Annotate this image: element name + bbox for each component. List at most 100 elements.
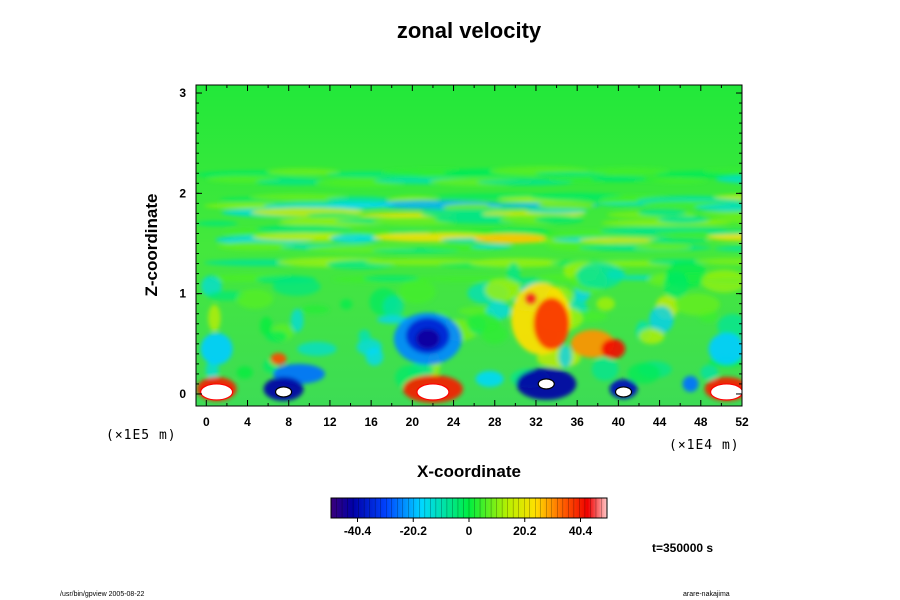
y-tick-label: 3 — [179, 86, 186, 100]
field-cell — [715, 175, 742, 184]
chart-title: zonal velocity — [397, 18, 542, 43]
field-cell — [706, 230, 742, 236]
extreme-patch — [416, 383, 450, 401]
colorbar-tick-label: -20.2 — [400, 524, 428, 538]
field-cell — [703, 169, 742, 174]
footer-right: arare-nakajima — [683, 591, 730, 598]
field-cell — [236, 289, 274, 309]
x-tick-label: 24 — [447, 415, 461, 429]
field-cell — [365, 347, 384, 366]
field-cell — [236, 366, 253, 379]
feature-shape — [474, 233, 547, 244]
feature-shape — [524, 292, 537, 305]
field-cell — [717, 313, 742, 339]
field-cell — [695, 257, 742, 266]
y-unit-label: (×1E4 m) — [669, 438, 740, 453]
field-cell — [217, 241, 295, 251]
field-cell — [590, 176, 647, 182]
field-cell — [576, 262, 624, 289]
field-cell — [674, 293, 720, 316]
feature-shape — [200, 332, 233, 365]
field-cell — [470, 244, 512, 249]
y-tick-label: 0 — [179, 387, 186, 401]
field-cell — [376, 315, 410, 324]
field-cell — [638, 208, 687, 217]
feature-shape — [601, 338, 626, 359]
field-cell — [399, 279, 436, 304]
field-cell — [694, 203, 742, 212]
field-cell — [647, 238, 710, 244]
field-cell — [591, 357, 619, 381]
field-cell — [525, 208, 589, 214]
field-cell — [484, 278, 522, 302]
x-tick-label: 36 — [570, 415, 584, 429]
x-tick-label: 16 — [364, 415, 378, 429]
field-cell — [265, 330, 288, 342]
footer-left: /usr/bin/gpview 2005-08-22 — [60, 591, 145, 598]
field-cell — [301, 305, 330, 314]
extreme-patch — [537, 378, 555, 390]
colorbar: -40.4 -20.2 0 20.2 40.4 — [330, 497, 608, 538]
field-cell — [587, 167, 669, 175]
field-cell — [358, 329, 371, 343]
field-cell — [205, 360, 219, 380]
field-cell — [306, 213, 361, 218]
extreme-patch — [274, 386, 293, 398]
field-cell — [297, 341, 337, 356]
colorbar-divisions — [336, 498, 602, 518]
field-cell — [340, 299, 353, 310]
field-cell — [290, 308, 304, 333]
feature-shape — [326, 202, 395, 209]
field-cell — [638, 328, 665, 344]
field-cell — [371, 248, 459, 253]
colorbar-tick-label: -40.4 — [344, 524, 372, 538]
field-cell — [208, 304, 221, 332]
field-cell — [250, 193, 350, 201]
x-unit-label: (×1E5 m) — [106, 428, 177, 443]
colorbar-ticks: -40.4 -20.2 0 20.2 40.4 — [344, 518, 593, 538]
field-cell — [657, 216, 709, 224]
x-tick-label: 52 — [735, 415, 749, 429]
feature-shape — [475, 370, 504, 387]
field-cell — [201, 275, 222, 297]
field-cell — [490, 228, 549, 233]
field-cell — [196, 220, 238, 227]
field-cell — [714, 194, 742, 200]
field-cell — [260, 316, 273, 336]
field-cell — [702, 211, 742, 217]
y-axis: 0 1 2 3 — [179, 86, 742, 401]
extreme-patch — [614, 386, 633, 398]
field-cell — [596, 297, 615, 311]
y-axis-label: Z-coordinate — [142, 194, 161, 297]
x-tick-label: 44 — [653, 415, 667, 429]
y-tick-label: 2 — [179, 186, 186, 200]
colorbar-tick-label: 20.2 — [513, 524, 537, 538]
x-tick-label: 4 — [244, 415, 251, 429]
time-label: t=350000 s — [652, 541, 713, 555]
field-cell — [701, 269, 742, 293]
field-cell — [649, 305, 674, 334]
field-cell — [534, 215, 584, 224]
field-cell — [709, 216, 742, 224]
field-cell — [417, 276, 518, 282]
feature-shape — [708, 332, 742, 365]
colorbar-tick-label: 40.4 — [569, 524, 593, 538]
field-cell — [663, 271, 689, 299]
y-tick-label: 1 — [179, 287, 186, 301]
field-cell — [255, 178, 335, 186]
field-cell — [469, 258, 565, 268]
field-cell — [713, 246, 742, 252]
x-tick-label: 8 — [285, 415, 292, 429]
x-tick-label: 32 — [529, 415, 543, 429]
field-cell — [579, 237, 664, 244]
field-cell — [476, 178, 573, 186]
x-axis: 0 4 8 12 16 20 24 28 32 36 40 44 48 52 — [203, 85, 749, 429]
field-cell — [652, 178, 707, 184]
field-cell — [326, 196, 390, 203]
x-tick-label: 48 — [694, 415, 708, 429]
x-tick-label: 0 — [203, 415, 210, 429]
field-cell — [535, 171, 608, 177]
plot-frame — [195, 84, 743, 407]
heatmap-field — [196, 166, 742, 403]
